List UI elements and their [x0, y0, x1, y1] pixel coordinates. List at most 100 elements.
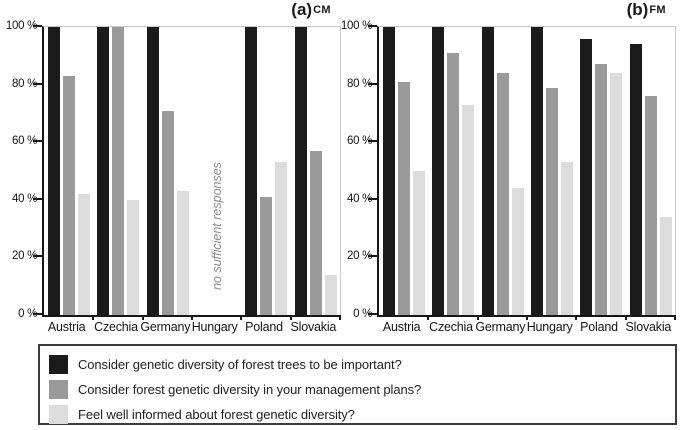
bar-slovakia-series1	[294, 27, 307, 315]
x-axis-tick-mark	[427, 315, 430, 320]
panel-label: (b)	[626, 0, 649, 19]
y-axis-tick-mark	[368, 313, 377, 315]
x-axis-category-label: Slovakia	[290, 320, 337, 334]
x-axis-category-label: Hungary	[191, 320, 238, 334]
legend-item-3: Feel well informed about forest genetic …	[49, 402, 666, 426]
panel-b-title: (b) FM	[627, 1, 666, 18]
bar-slovakia-series1	[629, 44, 642, 315]
bar-austria-series2	[398, 81, 410, 315]
x-axis-category-label: Czechia	[429, 320, 473, 334]
bar-slovakia-series2	[644, 96, 657, 315]
x-axis-tick-mark	[141, 315, 144, 320]
legend-swatch	[49, 379, 68, 399]
y-axis-tick-label: 0 %	[353, 308, 372, 320]
x-axis-category-label: Austria	[47, 320, 86, 334]
panel-label: (a)	[291, 0, 313, 19]
bar-czechia-series1	[97, 27, 110, 315]
bar-poland-series3	[275, 162, 288, 315]
legend-item-1: Consider genetic diversity of forest tre…	[49, 352, 666, 376]
legend-item-label: Consider genetic diversity of forest tre…	[78, 356, 402, 372]
y-axis-tick-mark	[368, 197, 377, 200]
x-axis-tick-mark	[476, 315, 479, 320]
y-axis-tick-label: 40 %	[11, 192, 37, 205]
bar-germany-series3	[511, 188, 524, 315]
y-axis-tick-mark	[33, 255, 42, 258]
legend-item-label: Feel well informed about forest genetic …	[78, 406, 355, 422]
x-axis-tick-mark	[339, 315, 341, 320]
bar-hungary-series3	[561, 162, 573, 315]
bar-poland-series2	[260, 196, 273, 315]
bar-austria-series1	[383, 27, 395, 315]
y-axis-tick-mark	[33, 313, 42, 315]
bar-austria-series3	[413, 171, 425, 315]
legend-swatch	[49, 404, 68, 424]
x-axis-tick-mark	[526, 315, 528, 320]
bar-germany-series1	[146, 27, 159, 315]
bar-austria-series2	[63, 76, 75, 315]
x-axis-category-label: Germany	[140, 320, 191, 334]
bar-czechia-series1	[432, 27, 445, 315]
panel-tag: CM	[313, 4, 331, 16]
bar-austria-series1	[48, 27, 60, 315]
bar-germany-series1	[481, 27, 494, 315]
y-axis-tick-mark	[33, 197, 42, 200]
x-axis-category-label: Poland	[580, 320, 618, 334]
legend-swatch	[49, 354, 68, 374]
y-axis-tick-mark	[33, 140, 42, 143]
legend-item-2: Consider forest genetic diversity in you…	[49, 377, 666, 401]
y-axis-tick-label: 20 %	[11, 250, 37, 263]
bar-poland-series3	[610, 73, 623, 315]
x-axis-category-label: Germany	[475, 320, 526, 334]
bar-poland-series2	[595, 64, 608, 315]
x-axis-category-label: Slovakia	[625, 320, 672, 334]
bar-czechia-series3	[127, 199, 140, 315]
bar-hungary-series1	[531, 27, 543, 315]
y-axis-tick-label: 60 %	[11, 135, 37, 148]
y-axis-tick-label: 0 %	[18, 308, 37, 320]
bar-czechia-series2	[447, 52, 460, 315]
x-axis-category-label: Hungary	[526, 320, 573, 334]
panel-a-title: (a) CM	[291, 1, 331, 18]
bar-slovakia-series3	[324, 274, 337, 315]
plot-area-b	[377, 26, 676, 320]
x-axis-tick-mark	[289, 315, 292, 320]
y-axis-tick-label: 40 %	[346, 192, 372, 205]
bar-germany-series2	[161, 110, 174, 315]
legend-item-label: Consider forest genetic diversity in you…	[78, 381, 422, 397]
plot-area-a: no sufficient responses	[42, 26, 341, 320]
y-axis-tick-mark	[368, 25, 377, 27]
bar-slovakia-series2	[309, 150, 322, 315]
bar-poland-series1	[580, 38, 593, 315]
panel-tag: FM	[649, 4, 666, 16]
x-axis-tick-mark	[92, 315, 95, 320]
panel-b: (b) FM 0 % 20 % 40 % 60 % 80 % 100 % Austria Cz…	[335, 0, 676, 340]
x-axis-tick-mark	[191, 315, 193, 320]
x-axis-tick-mark	[240, 315, 243, 320]
y-axis-tick-label: 80 %	[346, 77, 372, 90]
x-axis-tick-mark	[575, 315, 578, 320]
y-axis-tick-mark	[368, 82, 377, 85]
y-axis-tick-label: 80 %	[11, 77, 37, 90]
x-axis-category-label: Poland	[245, 320, 283, 334]
legend: Consider genetic diversity of forest tre…	[38, 344, 677, 425]
bar-germany-series3	[176, 191, 189, 315]
x-axis-tick-mark	[674, 315, 676, 320]
bar-austria-series3	[78, 194, 90, 315]
y-axis-tick-mark	[33, 25, 42, 27]
bar-germany-series2	[496, 73, 509, 315]
annotation-no-sufficient-responses: no sufficient responses	[209, 161, 224, 290]
y-axis-tick-label: 60 %	[346, 135, 372, 148]
panel-a: (a) CM no sufficient responses 0 % 20 % 40…	[0, 0, 341, 340]
x-axis-category-label: Austria	[382, 320, 421, 334]
bar-poland-series1	[245, 27, 258, 315]
x-axis-category-label: Czechia	[94, 320, 138, 334]
bar-slovakia-series3	[659, 217, 672, 315]
x-axis-tick-mark	[624, 315, 627, 320]
y-axis-tick-mark	[33, 82, 42, 85]
bar-czechia-series3	[462, 104, 475, 315]
y-axis-tick-mark	[368, 140, 377, 143]
bar-hungary-series2	[546, 87, 558, 315]
y-axis-tick-label: 100 %	[340, 20, 372, 32]
bar-czechia-series2	[112, 27, 125, 315]
